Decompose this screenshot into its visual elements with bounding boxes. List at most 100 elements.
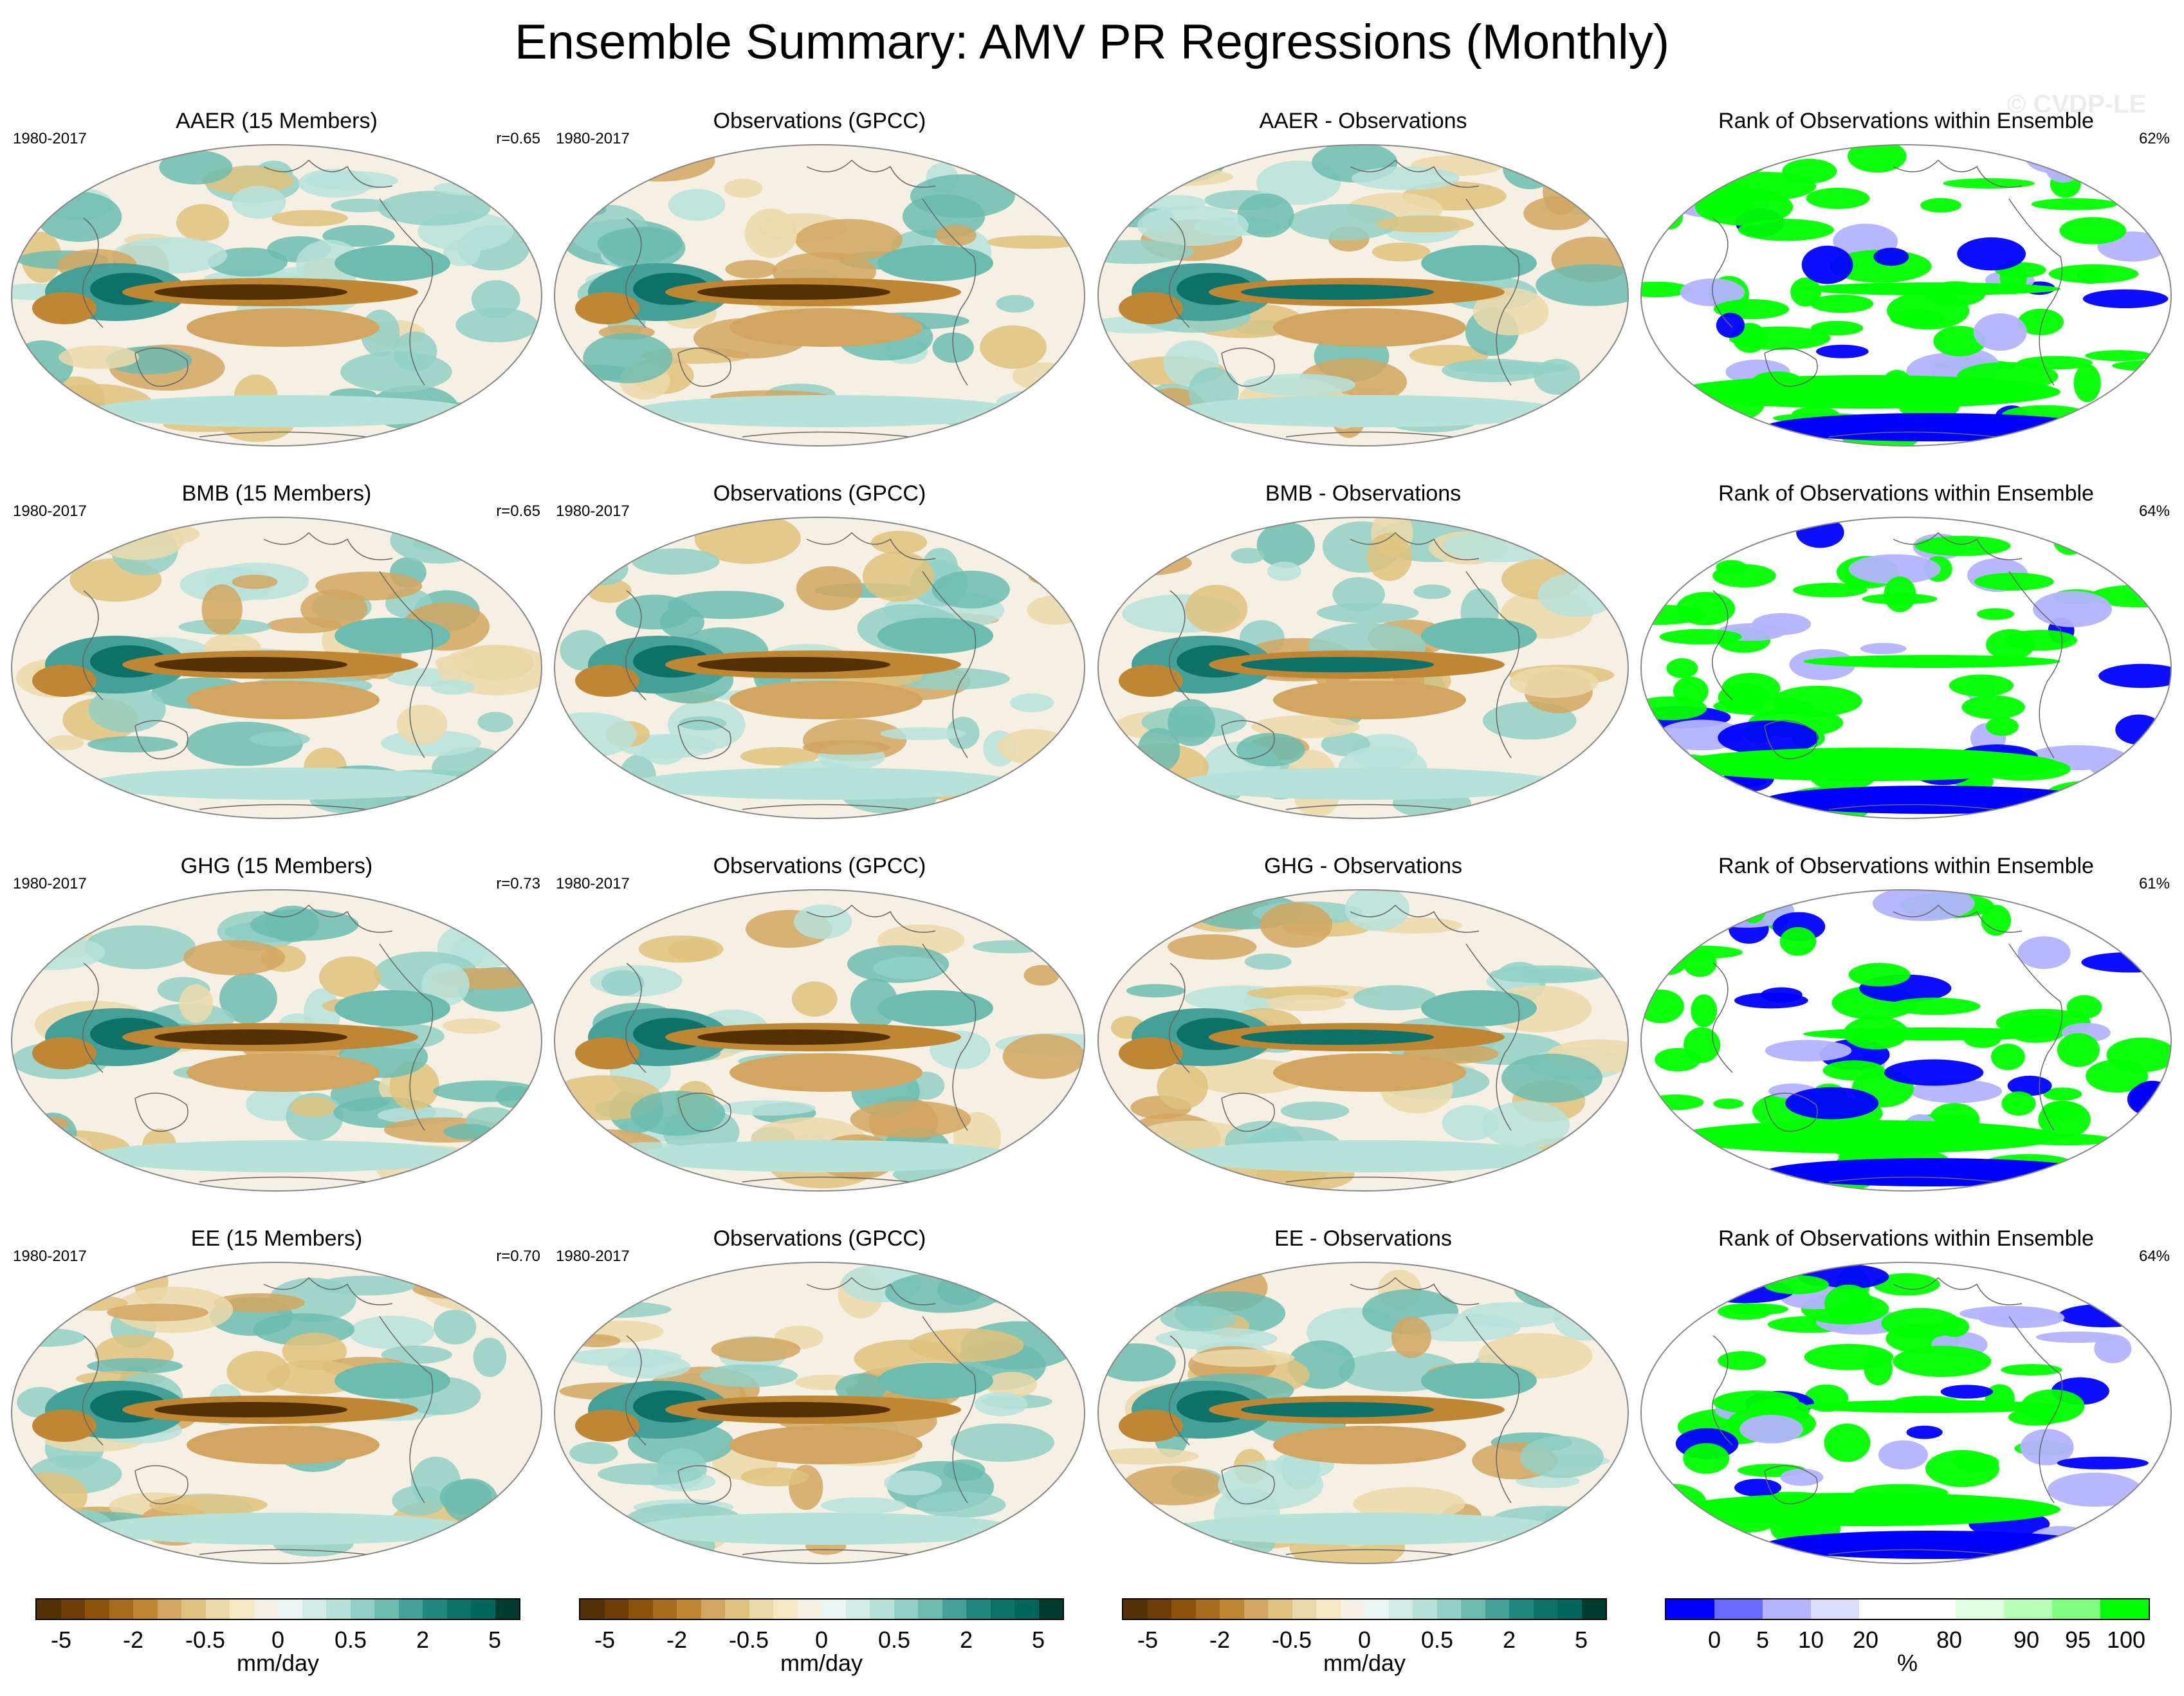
- colorbar-swatch: [1581, 1599, 1606, 1619]
- panel-title-ensemble: GHG (15 Members): [181, 854, 373, 878]
- colorbar-swatch: [797, 1599, 821, 1619]
- period-label: 1980-2017: [556, 130, 630, 147]
- colorbar-swatch: [990, 1599, 1014, 1619]
- pr-colorbar-3: -5 -2 -0.5 0 0.5 2 5 mm/day: [1122, 1598, 1607, 1696]
- colorbar-swatch: [966, 1599, 991, 1619]
- colorbar-swatch: [2052, 1599, 2100, 1619]
- colorbar-swatch: [398, 1599, 423, 1619]
- colorbar-tick-label: 90: [2013, 1627, 2040, 1653]
- colorbar-swatch: [157, 1599, 181, 1619]
- correlation-label: r=0.73: [496, 875, 540, 892]
- colorbar-swatch: [2004, 1599, 2052, 1619]
- colorbar-swatch: [1220, 1599, 1244, 1619]
- colorbar-swatch: [205, 1599, 230, 1619]
- map-panel-rank-4: Rank of Observations within Ensemble 64%: [1640, 1226, 2172, 1564]
- rank-percent-label: 62%: [2139, 130, 2170, 147]
- colorbar-swatches: [1665, 1598, 2150, 1620]
- pr-colorbar-1: -5 -2 -0.5 0 0.5 2 5 mm/day: [35, 1598, 520, 1696]
- colorbar-swatch: [1364, 1599, 1389, 1619]
- map-panel-rank-3: Rank of Observations within Ensemble 61%: [1640, 854, 2172, 1192]
- colorbar-swatches: [1122, 1598, 1607, 1620]
- colorbar-swatches: [35, 1598, 520, 1620]
- colorbar-swatch: [845, 1599, 870, 1619]
- colorbar-tick-label: -0.5: [185, 1627, 226, 1653]
- colorbar-swatch: [773, 1599, 798, 1619]
- correlation-label: r=0.65: [496, 130, 540, 147]
- colorbar-swatch: [821, 1599, 846, 1619]
- colorbar-tick-label: 0.5: [877, 1627, 911, 1653]
- colorbar-swatch: [1268, 1599, 1292, 1619]
- colorbar-swatch: [253, 1599, 278, 1619]
- panel-title-rank: Rank of Observations within Ensemble: [1718, 854, 2094, 878]
- period-label: 1980-2017: [13, 502, 87, 520]
- colorbar-swatch: [374, 1599, 399, 1619]
- colorbar-units: mm/day: [236, 1650, 320, 1676]
- colorbar-swatch: [1243, 1599, 1268, 1619]
- colorbar-swatch: [1557, 1599, 1582, 1619]
- colorbar-swatch: [725, 1599, 749, 1619]
- map-panel-obs-3: Observations (GPCC) 1980-2017: [554, 854, 1085, 1192]
- colorbar-swatch: [1859, 1599, 1907, 1619]
- correlation-label: r=0.65: [496, 502, 540, 520]
- colorbar-swatch: [1485, 1599, 1509, 1619]
- panel-title-rank: Rank of Observations within Ensemble: [1718, 481, 2094, 506]
- pr-colorbar-2: -5 -2 -0.5 0 0.5 2 5 mm/day: [579, 1598, 1064, 1696]
- colorbar-swatch: [230, 1599, 254, 1619]
- colorbar-swatch: [1461, 1599, 1485, 1619]
- map-panel-ensemble-2: BMB (15 Members) 1980-2017 r=0.65: [11, 481, 542, 819]
- colorbar-tick-label: -2: [122, 1627, 144, 1653]
- colorbar-swatch: [1171, 1599, 1196, 1619]
- map-panel-ensemble-1: AAER (15 Members) 1980-2017 r=0.65: [11, 109, 542, 447]
- map-panel-rank-1: Rank of Observations within Ensemble 62%: [1640, 109, 2172, 447]
- watermark: © CVDP-LE: [2007, 90, 2147, 118]
- colorbar-swatch: [423, 1599, 447, 1619]
- colorbar-swatch: [495, 1599, 519, 1619]
- colorbar-swatch: [1714, 1599, 1763, 1619]
- panel-title-obs: Observations (GPCC): [713, 1226, 926, 1251]
- colorbar-swatch: [109, 1599, 133, 1619]
- colorbar-tick-label: -2: [1209, 1627, 1231, 1653]
- colorbar-units: %: [1896, 1650, 1918, 1676]
- colorbar-swatch: [2100, 1599, 2149, 1619]
- colorbar-swatch: [1666, 1599, 1714, 1619]
- colorbar-tick-label: 2: [959, 1627, 973, 1653]
- panel-title-rank: Rank of Observations within Ensemble: [1718, 109, 2094, 133]
- colorbar-swatch: [1123, 1599, 1148, 1619]
- colorbar-swatch: [37, 1599, 61, 1619]
- panel-title-diff: EE - Observations: [1274, 1226, 1452, 1251]
- rank-percent-label: 64%: [2139, 1248, 2170, 1265]
- colorbar-tick-label: 5: [1574, 1627, 1588, 1653]
- colorbar-tick-label: -0.5: [728, 1627, 769, 1653]
- colorbar-swatch: [749, 1599, 773, 1619]
- colorbar-swatch: [350, 1599, 374, 1619]
- colorbar-tick-label: 20: [1852, 1627, 1879, 1653]
- panel-title-ensemble: EE (15 Members): [191, 1226, 362, 1251]
- colorbar-swatch: [1811, 1599, 1859, 1619]
- colorbar-swatch: [278, 1599, 302, 1619]
- colorbar-swatch: [677, 1599, 701, 1619]
- period-label: 1980-2017: [556, 502, 630, 520]
- colorbar-tick-label: 0.5: [334, 1627, 367, 1653]
- period-label: 1980-2017: [556, 875, 630, 892]
- map-panel-obs-1: Observations (GPCC) 1980-2017: [554, 109, 1085, 447]
- map-panel-ensemble-3: GHG (15 Members) 1980-2017 r=0.73: [11, 854, 542, 1192]
- colorbar-swatch: [60, 1599, 85, 1619]
- colorbar-tick-label: -0.5: [1271, 1627, 1312, 1653]
- colorbar-swatch: [1316, 1599, 1341, 1619]
- colorbar-swatch: [471, 1599, 495, 1619]
- colorbar-swatch: [1436, 1599, 1461, 1619]
- colorbar-swatch: [1956, 1599, 2004, 1619]
- panel-title-ensemble: BMB (15 Members): [182, 481, 372, 506]
- colorbar-swatch: [604, 1599, 629, 1619]
- period-label: 1980-2017: [13, 875, 87, 892]
- panel-title-diff: BMB - Observations: [1265, 481, 1461, 506]
- colorbar-swatch: [918, 1599, 942, 1619]
- colorbar-tick-label: 2: [1502, 1627, 1516, 1653]
- map-panel-diff-3: GHG - Observations: [1097, 854, 1629, 1192]
- colorbar-swatch: [1388, 1599, 1413, 1619]
- panel-title-rank: Rank of Observations within Ensemble: [1718, 1226, 2094, 1251]
- colorbar-swatch: [1763, 1599, 1811, 1619]
- colorbar-swatches: [579, 1598, 1064, 1620]
- colorbar-swatch: [326, 1599, 351, 1619]
